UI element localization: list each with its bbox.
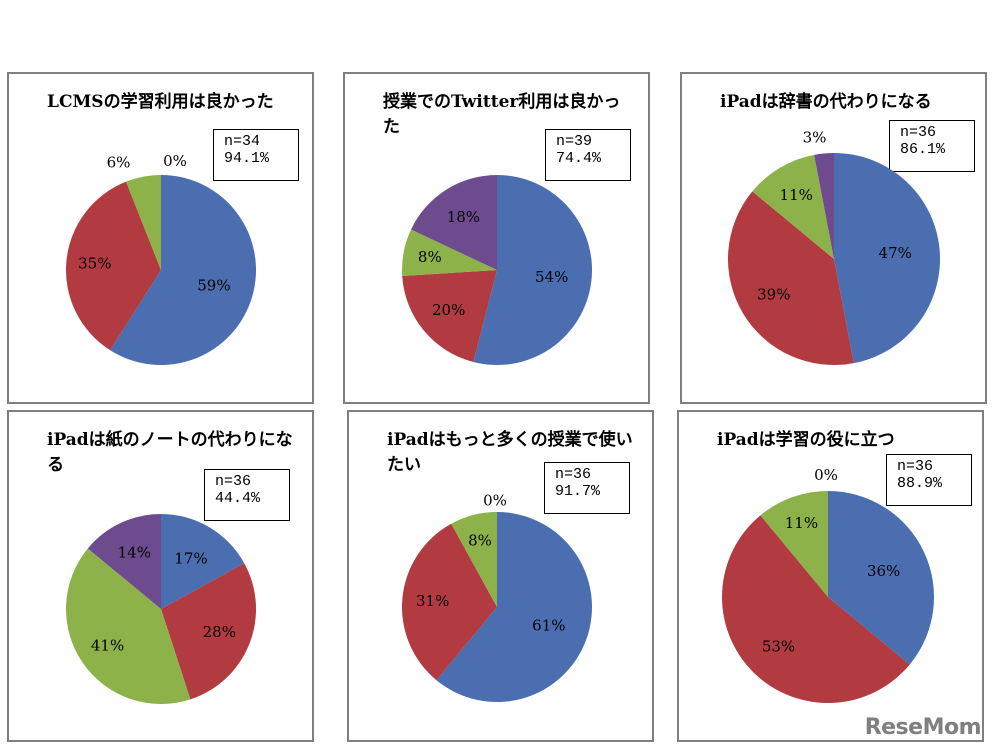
sample-size-box: n=36 86.1%: [889, 120, 975, 172]
slice-label: 20%: [432, 301, 465, 319]
pie-slice: [411, 175, 497, 270]
percentage-text: 74.4%: [556, 150, 602, 167]
pie-slice: [161, 514, 245, 609]
pie-slice: [760, 491, 828, 597]
slice-label: 17%: [174, 549, 207, 567]
pie-slice: [110, 175, 256, 365]
pie-slice: [402, 523, 497, 681]
slice-label: 35%: [78, 255, 111, 273]
resemom-logo: ReseMom: [864, 715, 982, 740]
pie-slice: [814, 153, 834, 259]
pie-chart: 36% 53% 11% 0%: [722, 466, 934, 703]
pie-slice: [828, 491, 934, 665]
pie-slice: [161, 563, 256, 700]
pie-slice: [402, 270, 497, 363]
sample-size-text: n=36: [215, 473, 252, 490]
pie-slice: [473, 175, 592, 365]
chart-title: iPadはもっと多くの授業で使いたい: [387, 430, 633, 475]
pie-chart: 54% 20% 8% 18%: [402, 175, 592, 365]
slice-label: 28%: [203, 623, 236, 641]
percentage-text: 91.7%: [555, 483, 601, 500]
sample-size-text: n=36: [555, 466, 592, 483]
pie-slice: [87, 514, 161, 609]
sample-size-text: n=36: [897, 458, 934, 475]
sample-size-text: n=39: [556, 133, 593, 150]
slice-label: 11%: [785, 514, 818, 532]
sample-size-box: n=36 44.4%: [204, 469, 290, 521]
pie-chart: 47% 39% 11% 3%: [728, 129, 940, 365]
sample-size-box: n=34 94.1%: [213, 129, 299, 181]
pie-slice: [451, 512, 497, 607]
pie-slice: [728, 191, 854, 365]
slice-label: 31%: [416, 592, 449, 610]
pie-slice: [402, 229, 497, 276]
slice-label: 0%: [483, 492, 507, 510]
slice-label: 11%: [780, 186, 813, 204]
chart-title: iPadは辞書の代わりになる: [720, 92, 932, 112]
sample-size-box: n=36 88.9%: [886, 454, 972, 506]
slice-label: 39%: [757, 286, 790, 304]
slice-label: 59%: [197, 276, 230, 294]
slice-label: 53%: [762, 637, 795, 655]
percentage-text: 88.9%: [897, 475, 943, 492]
slice-label: 3%: [803, 129, 827, 147]
slice-label: 61%: [532, 617, 565, 635]
pie-slice: [436, 512, 592, 702]
slice-label: 0%: [163, 152, 187, 170]
chart-title: iPadは紙のノートの代わりになる: [47, 430, 293, 475]
percentage-text: 94.1%: [224, 150, 270, 167]
slice-label: 54%: [535, 268, 568, 286]
sample-size-text: n=36: [900, 124, 937, 141]
pie-slice: [126, 175, 161, 270]
slice-label: 0%: [814, 466, 838, 484]
chart-title: LCMSの学習利用は良かった: [47, 92, 274, 112]
pie-slice: [66, 181, 161, 351]
slice-label: 8%: [418, 248, 442, 266]
sample-size-box: n=39 74.4%: [545, 129, 631, 181]
sample-size-box: n=36 91.7%: [544, 462, 630, 514]
pie-slice: [752, 154, 834, 259]
slice-label: 41%: [91, 636, 124, 654]
slice-label: 18%: [447, 208, 480, 226]
pie-slice: [65, 548, 191, 704]
slice-label: 6%: [107, 154, 131, 172]
percentage-text: 44.4%: [215, 490, 261, 507]
chart-title: 授業でのTwitter利用は良かった: [383, 92, 621, 137]
pie-chart: 17% 28% 41% 14%: [65, 514, 256, 704]
pie-slice: [722, 515, 910, 703]
pie-chart: 61% 31% 8% 0%: [402, 492, 592, 702]
chart-title: iPadは学習の役に立つ: [717, 430, 895, 450]
sample-size-text: n=34: [224, 133, 261, 150]
pie-slice: [834, 153, 940, 364]
slice-label: 36%: [867, 562, 900, 580]
percentage-text: 86.1%: [900, 141, 946, 158]
pie-chart: 59% 35% 6% 0%: [66, 152, 256, 365]
slice-label: 8%: [468, 532, 492, 550]
slice-label: 14%: [118, 543, 151, 561]
slice-label: 47%: [879, 244, 912, 262]
